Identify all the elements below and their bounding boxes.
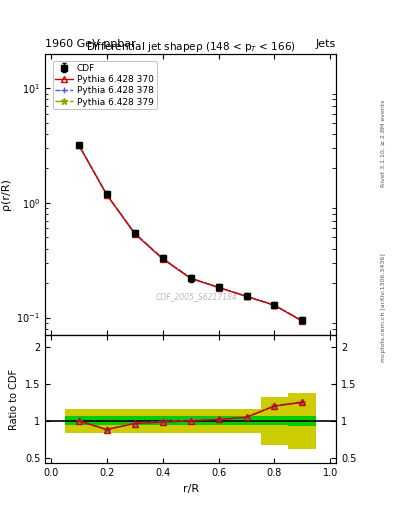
Pythia 6.428 379 xyxy=(160,255,165,261)
Text: 1960 GeV ppbar: 1960 GeV ppbar xyxy=(45,38,136,49)
Pythia 6.428 370 xyxy=(105,191,109,198)
Pythia 6.428 379 xyxy=(188,275,193,281)
Pythia 6.428 370 xyxy=(244,293,249,300)
Text: Rivet 3.1.10, ≥ 2.8M events: Rivet 3.1.10, ≥ 2.8M events xyxy=(381,100,386,187)
Pythia 6.428 370 xyxy=(160,256,165,262)
Title: Differential jet shapeρ (148 < p$_T$ < 166): Differential jet shapeρ (148 < p$_T$ < 1… xyxy=(86,39,296,54)
Text: mcplots.cern.ch [arXiv:1306.3436]: mcplots.cern.ch [arXiv:1306.3436] xyxy=(381,253,386,361)
Line: Pythia 6.428 379: Pythia 6.428 379 xyxy=(75,141,306,324)
Pythia 6.428 379 xyxy=(244,293,249,299)
Pythia 6.428 378 xyxy=(272,302,277,308)
Line: Pythia 6.428 370: Pythia 6.428 370 xyxy=(76,142,305,324)
Pythia 6.428 379 xyxy=(272,302,277,308)
Pythia 6.428 370 xyxy=(76,142,81,148)
Line: Pythia 6.428 378: Pythia 6.428 378 xyxy=(75,141,306,325)
Legend: CDF, Pythia 6.428 370, Pythia 6.428 378, Pythia 6.428 379: CDF, Pythia 6.428 370, Pythia 6.428 378,… xyxy=(53,61,156,109)
Pythia 6.428 378 xyxy=(160,255,165,262)
Pythia 6.428 378 xyxy=(216,285,221,291)
Pythia 6.428 370 xyxy=(216,285,221,291)
Pythia 6.428 378 xyxy=(132,230,137,236)
Pythia 6.428 379 xyxy=(105,191,109,197)
Pythia 6.428 370 xyxy=(272,302,277,308)
Pythia 6.428 370 xyxy=(188,275,193,282)
Pythia 6.428 370 xyxy=(132,230,137,237)
Text: Jets: Jets xyxy=(316,38,336,49)
Pythia 6.428 378 xyxy=(188,275,193,281)
Pythia 6.428 379 xyxy=(132,230,137,236)
Pythia 6.428 378 xyxy=(300,318,305,324)
Pythia 6.428 379 xyxy=(300,317,305,324)
Pythia 6.428 378 xyxy=(76,142,81,148)
Pythia 6.428 379 xyxy=(216,284,221,290)
Y-axis label: Ratio to CDF: Ratio to CDF xyxy=(9,369,19,430)
Pythia 6.428 378 xyxy=(105,191,109,198)
Text: CDF_2005_S6217184: CDF_2005_S6217184 xyxy=(156,292,237,302)
X-axis label: r/R: r/R xyxy=(182,484,199,494)
Pythia 6.428 379 xyxy=(76,142,81,148)
Pythia 6.428 370 xyxy=(300,318,305,324)
Pythia 6.428 378 xyxy=(244,293,249,300)
Y-axis label: ρ(r/R): ρ(r/R) xyxy=(1,179,11,210)
